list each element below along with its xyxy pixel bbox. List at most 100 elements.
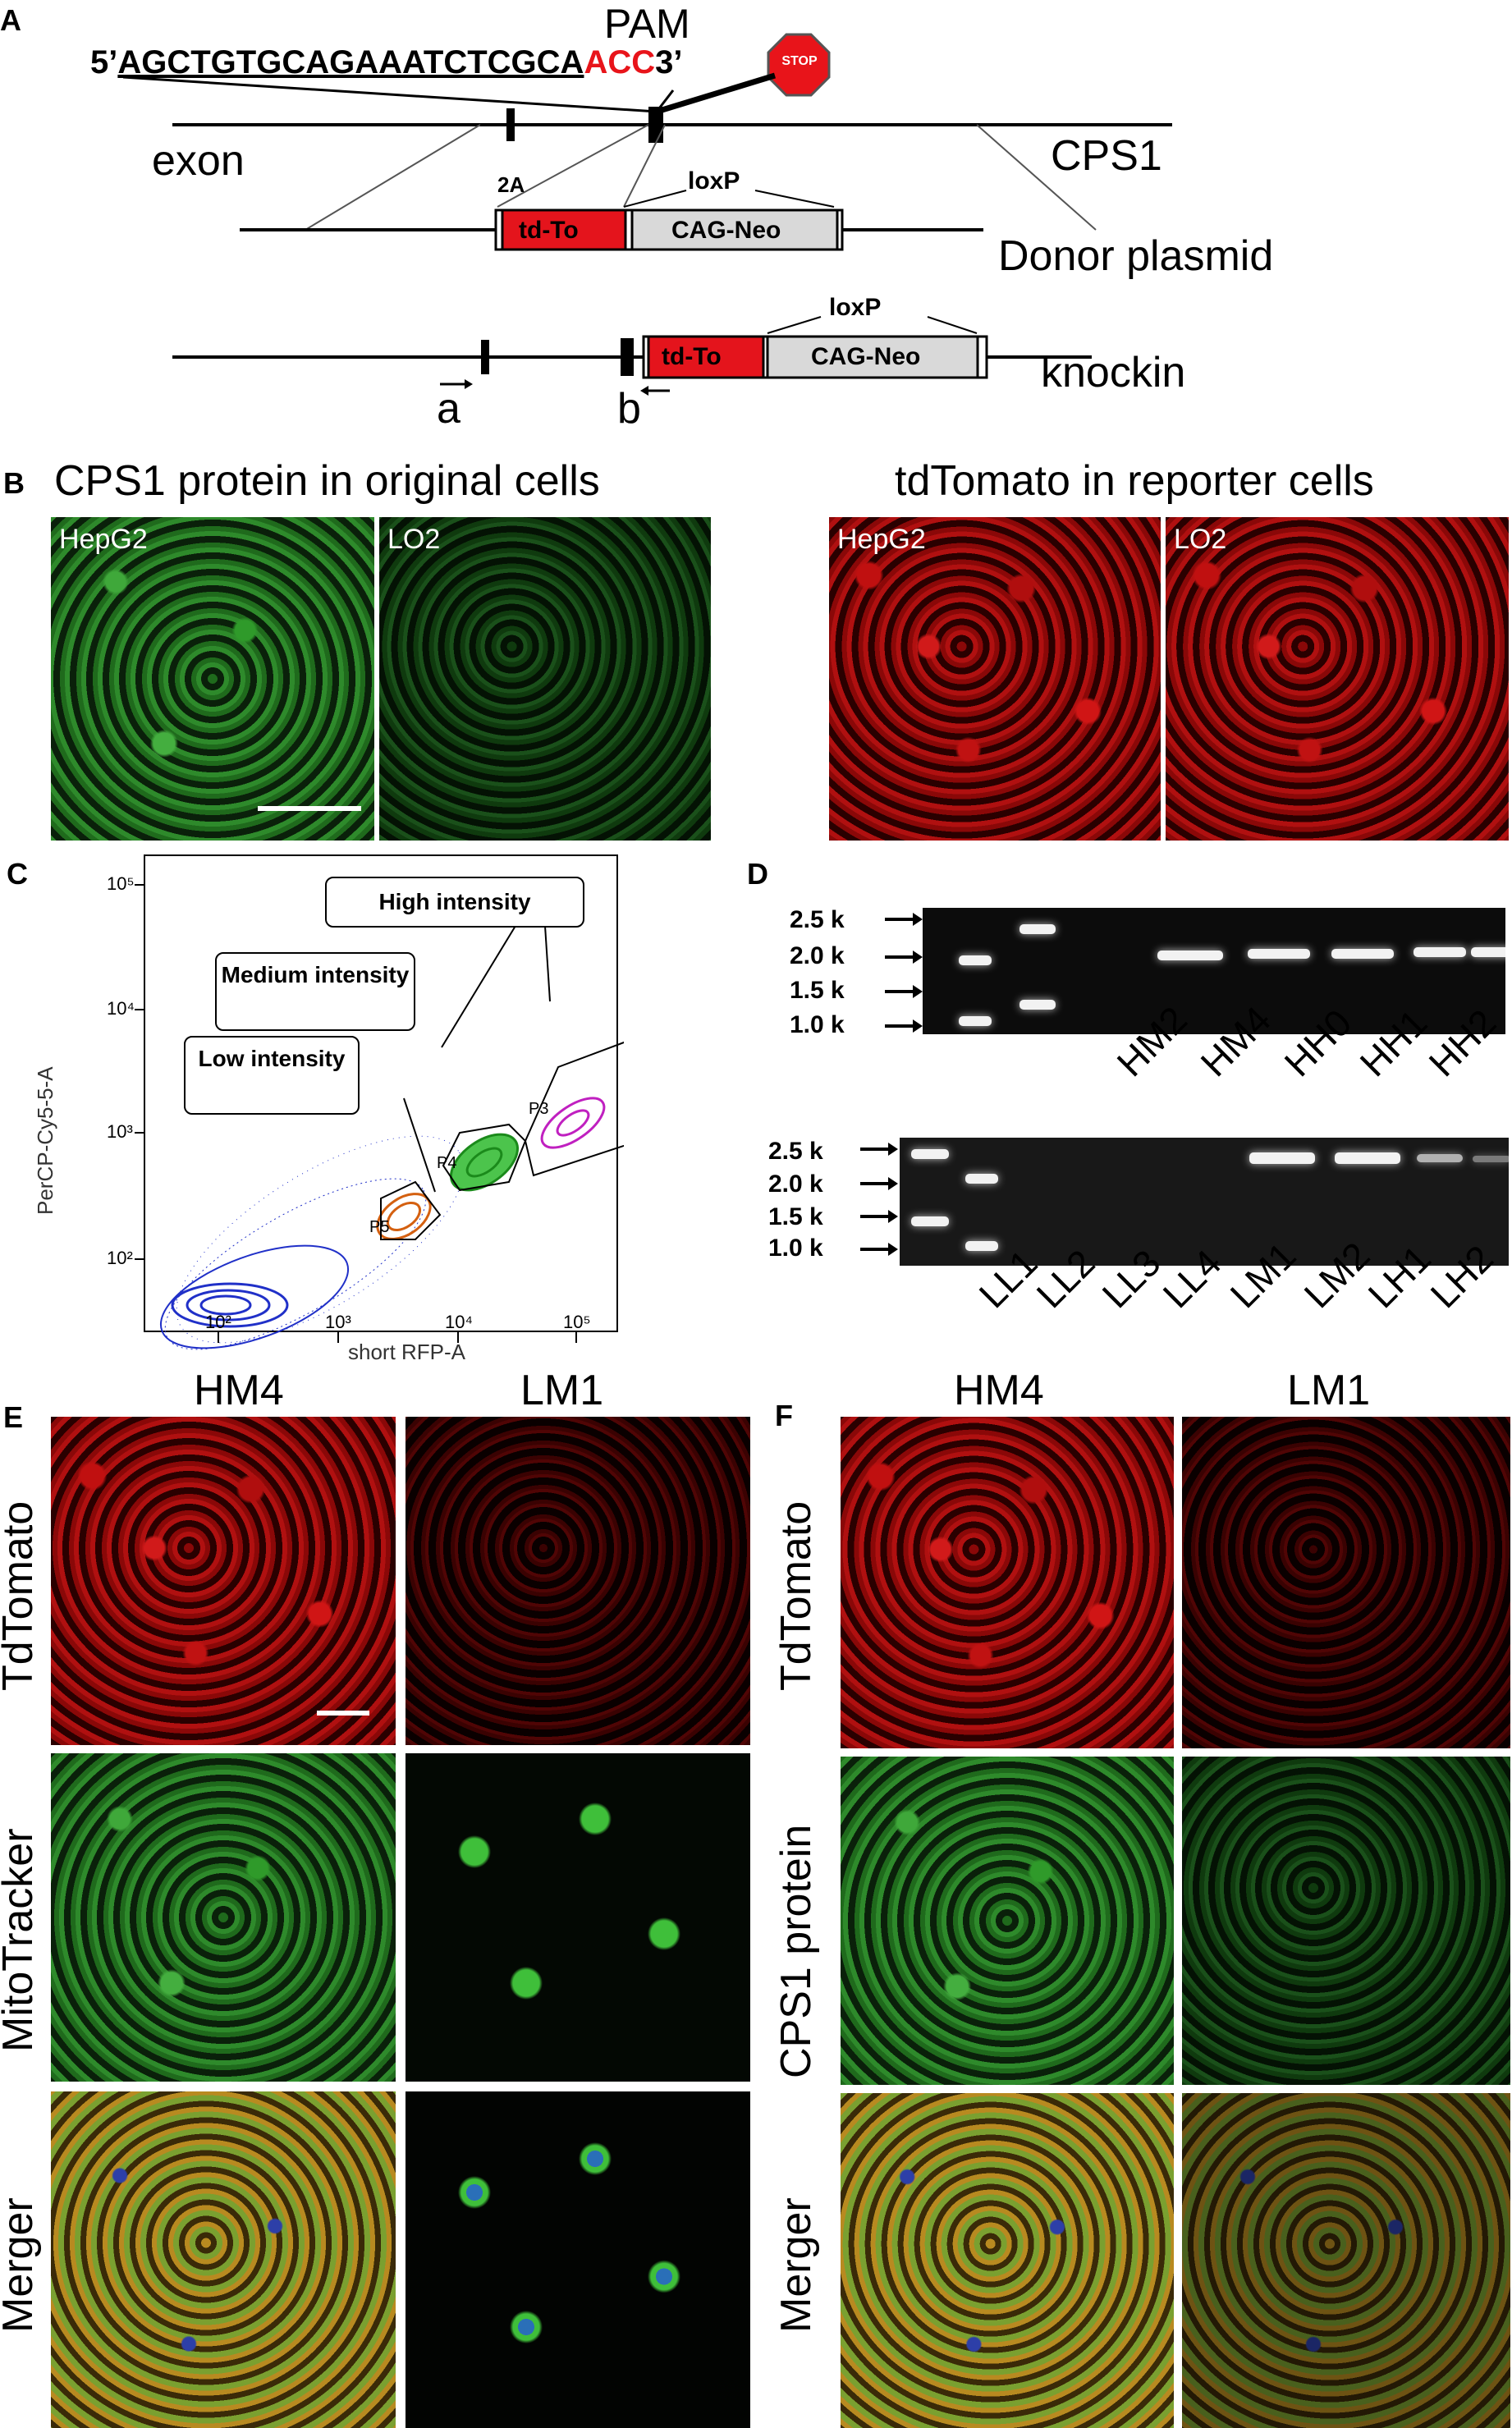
panel-e-row-merger: Merger bbox=[0, 2197, 42, 2333]
micrograph-f-hm4-cps1 bbox=[841, 1757, 1174, 2085]
flow-ytick-3: 10³ bbox=[107, 1121, 133, 1142]
panel-label-a: A bbox=[0, 3, 21, 37]
panel-label-d: D bbox=[747, 857, 768, 891]
panel-label-c: C bbox=[7, 857, 28, 891]
gel-top-arrows bbox=[885, 913, 923, 1033]
ladder-band bbox=[965, 1174, 998, 1184]
micrograph-b-hepg2-tdtomato: HepG2 bbox=[829, 517, 1161, 841]
cag-neo-label-donor: CAG-Neo bbox=[671, 217, 781, 244]
seq-main: AGCTGTGCAGAAATCTCGCA bbox=[117, 44, 584, 80]
td-to-label-donor: td-To bbox=[519, 217, 579, 244]
micrograph-e-hm4-tdtomato bbox=[51, 1417, 396, 1745]
size-2-5k: 2.5 k bbox=[768, 1138, 823, 1165]
stop-icon bbox=[767, 33, 831, 97]
gate-p5 bbox=[376, 1180, 442, 1240]
two-a-label: 2A bbox=[497, 172, 525, 197]
micrograph-f-lm1-tdtomato bbox=[1182, 1417, 1510, 1748]
gel-top bbox=[923, 908, 1505, 1034]
size-1-0k: 1.0 k bbox=[790, 1011, 845, 1038]
cag-neo-label-knockin: CAG-Neo bbox=[811, 343, 921, 370]
primer-b-label: b bbox=[617, 385, 641, 433]
flow-ylabel: PerCP-Cy5-5-A bbox=[33, 1066, 57, 1215]
arrow-icon bbox=[860, 1243, 898, 1256]
donor-plasmid-label: Donor plasmid bbox=[998, 232, 1274, 280]
gel-band bbox=[1335, 1152, 1400, 1164]
arrow-icon bbox=[860, 1210, 898, 1223]
panel-f-row-merger: Merger bbox=[772, 2197, 820, 2333]
size-1-5k: 1.5 k bbox=[768, 1203, 823, 1230]
panel-b-title-right: tdTomato in reporter cells bbox=[895, 457, 1374, 505]
panel-e-col-hm4: HM4 bbox=[194, 1367, 284, 1414]
gate-p3-label: P3 bbox=[529, 1100, 549, 1118]
knockin-label: knockin bbox=[1041, 349, 1186, 396]
gel-band bbox=[1417, 1154, 1463, 1162]
arrow-icon bbox=[885, 951, 923, 964]
flow-ytick-2: 10⁴ bbox=[107, 998, 135, 1019]
low-intensity-callout: Low intensity bbox=[184, 1036, 360, 1115]
panel-e-col-lm1: LM1 bbox=[520, 1367, 604, 1414]
high-intensity-callout: High intensity bbox=[325, 877, 584, 928]
arrow-icon bbox=[885, 1019, 923, 1033]
micrograph-e-hm4-merger bbox=[51, 2091, 396, 2428]
ladder-band bbox=[1019, 924, 1056, 934]
size-2-0k: 2.0 k bbox=[790, 942, 845, 969]
gel-band bbox=[1473, 1156, 1509, 1162]
gene-label: CPS1 bbox=[1051, 132, 1162, 180]
gel-band bbox=[1248, 949, 1310, 959]
micrograph-e-lm1-tdtomato bbox=[405, 1417, 750, 1745]
stop-text: STOP bbox=[781, 54, 818, 68]
flow-ytick-4: 10² bbox=[107, 1248, 133, 1268]
panel-label-f: F bbox=[775, 1399, 793, 1432]
micrograph-label: LO2 bbox=[1174, 524, 1227, 555]
guide-sequence: 5’AGCTGTGCAGAAATCTCGCAACC3’ bbox=[90, 44, 682, 81]
ladder-band bbox=[959, 1016, 992, 1026]
panel-e-row-tdtomato: TdTomato bbox=[0, 1500, 42, 1691]
gate-p4 bbox=[442, 1123, 527, 1192]
gel-band bbox=[1249, 1152, 1315, 1164]
exon-label: exon bbox=[152, 137, 245, 185]
arrow-icon bbox=[885, 913, 923, 926]
gel-band bbox=[1157, 951, 1223, 960]
gel-bottom bbox=[900, 1138, 1509, 1266]
arrow-icon bbox=[885, 985, 923, 998]
micrograph-b-hepg2-cps1: HepG2 bbox=[51, 517, 374, 841]
td-to-label-knockin: td-To bbox=[662, 343, 722, 370]
flow-xtick-1: 10² bbox=[205, 1312, 231, 1332]
panel-f-col-hm4: HM4 bbox=[954, 1367, 1044, 1414]
gel-band bbox=[1471, 947, 1505, 957]
panel-label-b: B bbox=[3, 466, 25, 500]
pam-label: PAM bbox=[604, 1, 690, 47]
panel-f-row-tdtomato: TdTomato bbox=[772, 1500, 820, 1691]
flow-xtick-2: 10³ bbox=[325, 1312, 351, 1332]
size-1-0k: 1.0 k bbox=[768, 1235, 823, 1262]
micrograph-f-hm4-merger bbox=[841, 2093, 1174, 2428]
scale-bar bbox=[317, 1711, 369, 1716]
size-2-5k: 2.5 k bbox=[790, 906, 845, 933]
gel-bottom-arrows bbox=[860, 1143, 898, 1256]
micrograph-label: HepG2 bbox=[837, 524, 926, 555]
flow-xlabel: short RFP-A bbox=[348, 1340, 466, 1364]
arrow-icon bbox=[860, 1143, 898, 1156]
panel-f-row-cps1-protein: CPS1 protein bbox=[772, 1824, 820, 2078]
micrograph-label: LO2 bbox=[387, 524, 441, 555]
panel-b-title-left: CPS1 protein in original cells bbox=[54, 457, 600, 505]
flow-xtick-3: 10⁴ bbox=[445, 1312, 473, 1332]
seq-pam: ACC bbox=[584, 44, 656, 80]
seq-prefix: 5’ bbox=[90, 44, 118, 80]
primer-a-label: a bbox=[437, 385, 460, 433]
gate-p3 bbox=[524, 1041, 624, 1177]
size-2-0k: 2.0 k bbox=[768, 1170, 823, 1198]
micrograph-e-lm1-merger bbox=[405, 2091, 750, 2428]
panel-f-col-lm1: LM1 bbox=[1287, 1367, 1371, 1414]
flow-ytick-1: 10⁵ bbox=[107, 873, 135, 894]
primer-b-arrow-icon bbox=[640, 386, 670, 396]
seq-suffix: 3’ bbox=[655, 44, 683, 80]
ladder-band bbox=[959, 955, 992, 965]
gel-band bbox=[1331, 949, 1394, 959]
flow-xtick-4: 10⁵ bbox=[563, 1312, 591, 1332]
micrograph-f-lm1-merger bbox=[1182, 2093, 1510, 2428]
gel-band bbox=[1413, 947, 1466, 957]
construct-diagram bbox=[122, 33, 1172, 396]
ladder-band bbox=[911, 1216, 949, 1226]
size-1-5k: 1.5 k bbox=[790, 977, 845, 1004]
